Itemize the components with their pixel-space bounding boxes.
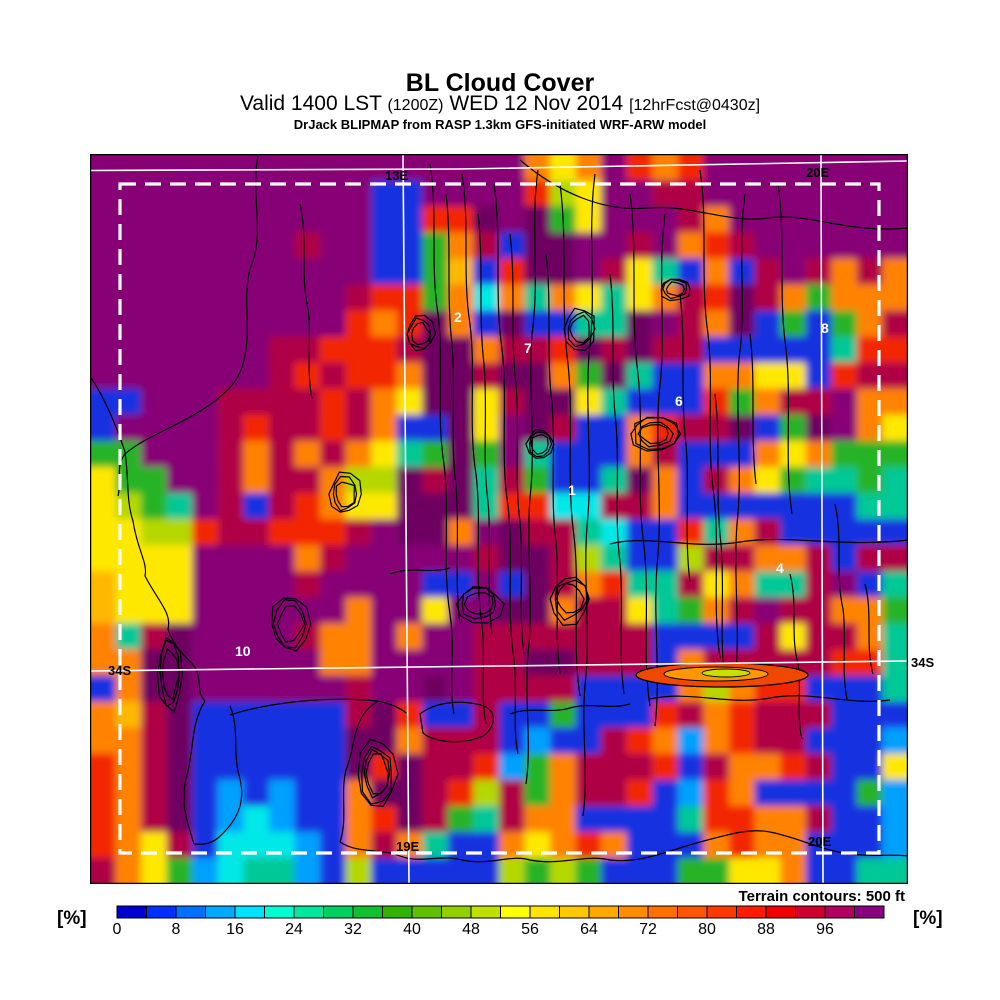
svg-text:20E: 20E <box>808 834 831 849</box>
svg-text:6: 6 <box>675 393 683 409</box>
svg-text:8: 8 <box>821 320 829 336</box>
svg-text:20E: 20E <box>806 165 829 180</box>
svg-text:13E: 13E <box>385 168 408 183</box>
svg-text:7: 7 <box>524 340 532 356</box>
svg-text:19E: 19E <box>396 839 419 854</box>
svg-text:2: 2 <box>454 309 462 325</box>
svg-text:34S: 34S <box>108 663 131 678</box>
svg-text:4: 4 <box>776 560 784 576</box>
svg-text:1: 1 <box>568 482 576 498</box>
svg-text:10: 10 <box>235 643 251 659</box>
